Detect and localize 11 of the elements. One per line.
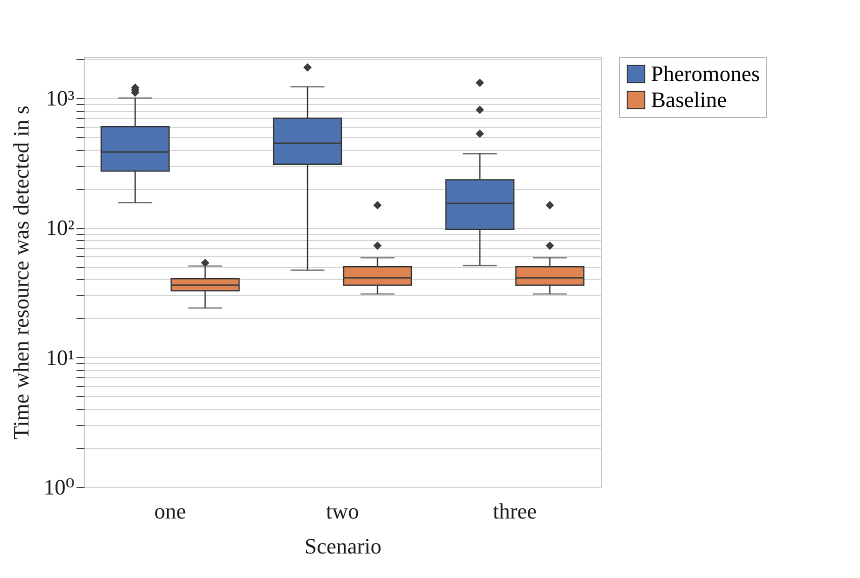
y-tick-label: 10³ [46, 85, 75, 110]
x-tick-label: two [326, 498, 359, 524]
x-axis-title: Scenario [304, 534, 382, 558]
legend-label: Baseline [651, 87, 727, 112]
y-tick-label: 10¹ [46, 344, 74, 370]
y-axis-title: Time when resource was detected in s [8, 106, 34, 440]
legend-label: Pheromones [651, 61, 760, 86]
y-tick-label: 10² [46, 215, 75, 240]
x-tick-label: one [154, 498, 186, 524]
x-tick-label: three [492, 498, 537, 524]
y-tick-label: 10⁰ [44, 474, 75, 500]
